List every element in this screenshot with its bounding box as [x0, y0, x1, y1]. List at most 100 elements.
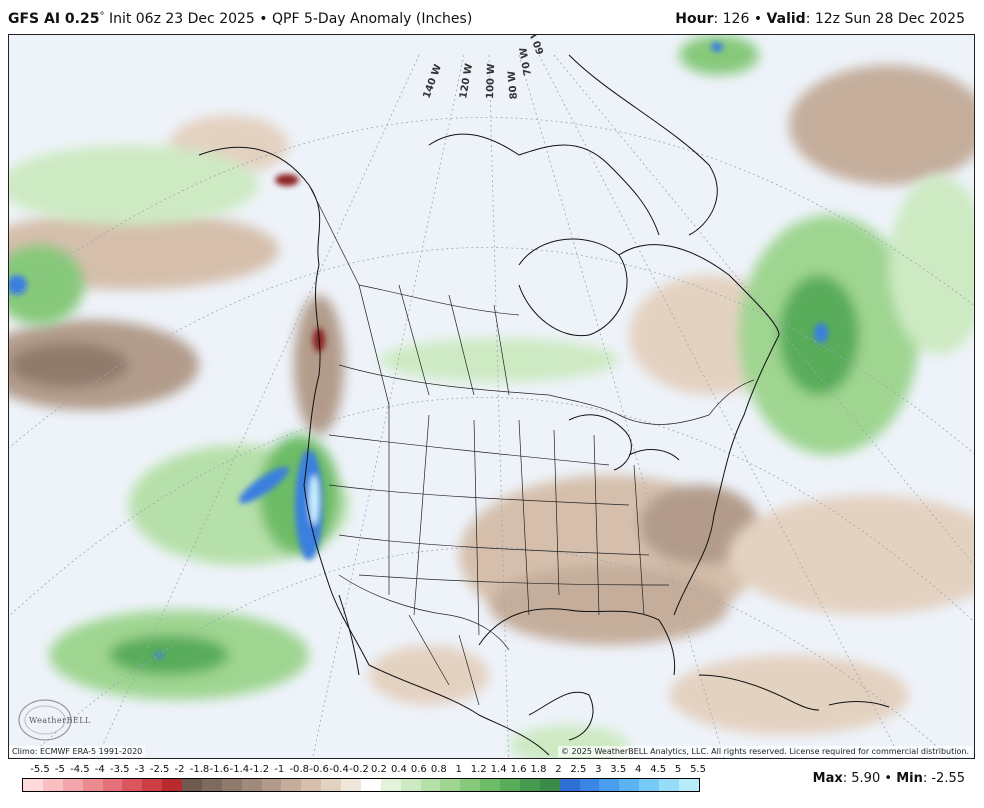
- legend-label: 1.8: [530, 764, 547, 775]
- legend-label: -3: [134, 764, 145, 775]
- degree-symbol: °: [99, 11, 105, 22]
- legend-label: -3.5: [109, 764, 130, 775]
- color-legend: [22, 778, 700, 792]
- legend-color-swatch: [380, 779, 401, 791]
- gulf-coast: [478, 608, 676, 676]
- min-label: Min: [896, 771, 923, 786]
- state-line: [553, 429, 560, 596]
- logo-ring: [24, 705, 66, 735]
- legend-color-swatch: [659, 779, 679, 791]
- legend-color-swatch: [678, 779, 699, 791]
- state-line: [473, 419, 480, 636]
- title-separator: •: [259, 11, 268, 27]
- legend-label: -4.5: [70, 764, 90, 775]
- legend-label: 2: [555, 764, 562, 775]
- map-panel: 140 W 120 W 100 W 80 W 70 W 60 W Weather…: [8, 34, 975, 759]
- legend-label: -0.4: [329, 764, 349, 775]
- legend-color-swatch: [400, 779, 421, 791]
- dry-area-bc-coast: [294, 295, 344, 435]
- legend-label: 1.2: [470, 764, 487, 775]
- legend-color-swatch: [341, 779, 361, 791]
- legend-color-swatch: [82, 779, 103, 791]
- legend-label: -2: [174, 764, 185, 775]
- canada-province-line: [398, 284, 430, 396]
- legend-color-swatch: [42, 779, 63, 791]
- meridian-line: [96, 54, 420, 758]
- wet-peak-sierra: [309, 475, 319, 525]
- legend-label: -0.6: [309, 764, 329, 775]
- legend-label: 4: [635, 764, 642, 775]
- wet-area-pacific-w: [9, 245, 84, 325]
- legend-color-swatch: [360, 779, 381, 791]
- forecast-time: Hour: 126 • Valid: 12z Sun 28 Dec 2025: [675, 11, 965, 27]
- canada-province-line: [448, 294, 475, 396]
- mexico-coast: [368, 664, 550, 756]
- legend-label: -1.2: [249, 764, 270, 775]
- legend-color-swatch: [460, 779, 481, 791]
- dry-area-gulf: [489, 565, 729, 645]
- hour-value: : 126: [713, 11, 750, 27]
- wet-blue-offshore: [239, 466, 289, 504]
- state-line: [338, 534, 650, 556]
- east-coast: [673, 334, 780, 616]
- legend-color-swatch: [539, 779, 560, 791]
- dry-extreme-alaska: [275, 174, 299, 186]
- legend-label: 0.8: [430, 764, 447, 775]
- legend-color-swatch: [241, 779, 262, 791]
- map-title: GFS AI 0.25° Init 06z 23 Dec 2025 • QPF …: [8, 11, 472, 27]
- longitude-label: 100 W: [485, 63, 497, 99]
- arctic-islands: [428, 133, 660, 236]
- legend-color-swatch: [440, 779, 461, 791]
- wet-area-atlantic-east: [889, 175, 974, 355]
- dry-area-atlantic: [729, 495, 974, 615]
- product-name: QPF 5-Day Anomaly (Inches): [272, 11, 473, 27]
- longitude-label: 80 W: [507, 70, 520, 99]
- alaska-coast: [198, 146, 321, 266]
- longitude-label: 120 W: [458, 63, 475, 100]
- legend-label: -0.2: [349, 764, 369, 775]
- legend-label: 0.4: [390, 764, 407, 775]
- legend-label: 1.4: [490, 764, 507, 775]
- legend-label: -1.4: [229, 764, 250, 775]
- legend-label: -1.8: [189, 764, 210, 775]
- alaska-canada-border: [308, 184, 360, 286]
- valid-value: : 12z Sun 28 Dec 2025: [805, 11, 965, 27]
- copyright-note: © 2025 WeatherBELL Analytics, LLC. All r…: [558, 746, 972, 757]
- logo-ring: [18, 699, 72, 741]
- legend-label: -0.8: [289, 764, 309, 775]
- legend-color-swatch: [480, 779, 500, 791]
- wet-area-pacific-nw: [9, 145, 259, 225]
- legend-color-swatch: [619, 779, 640, 791]
- legend-labels: -5.5 -5 -4.5 -4 -3.5 -3 -2.5 -2 -1.8 -1.6 -1.4 -1.2…: [22, 764, 706, 778]
- legend-color-swatch: [519, 779, 540, 791]
- legend-color-swatch: [142, 779, 163, 791]
- logo-text: WeatherBELL: [29, 716, 91, 725]
- parallel-line: [9, 247, 974, 455]
- hudson-bay: [518, 238, 628, 337]
- yucatan: [528, 691, 594, 741]
- legend-label: 4.5: [650, 764, 667, 775]
- graticule: [9, 54, 974, 758]
- wet-area-hawaii-core: [109, 635, 229, 675]
- meridian-line: [518, 54, 725, 758]
- wet-extreme-areas: [9, 42, 828, 658]
- wet-area-canada-prairie: [379, 338, 619, 382]
- legend-color-swatch: [62, 779, 83, 791]
- dry-area-caribbean: [669, 655, 909, 735]
- legend-color-swatch: [301, 779, 322, 791]
- state-line: [518, 419, 530, 616]
- legend-color-swatch: [122, 779, 143, 791]
- legend-color-swatch: [162, 779, 182, 791]
- legend-label: 1: [455, 764, 462, 775]
- legend-label: 1.6: [510, 764, 527, 775]
- great-lakes: [568, 414, 680, 471]
- legend-color-swatch: [639, 779, 659, 791]
- dry-area-mexico-pacific: [369, 645, 489, 705]
- wet-blue-atlantic: [814, 323, 828, 343]
- greenland: [568, 54, 718, 236]
- anomaly-map: 140 W 120 W 100 W 80 W 70 W 60 W: [9, 35, 974, 758]
- state-line: [413, 414, 430, 616]
- canada-province-line: [493, 304, 510, 396]
- legend-label: 0.6: [410, 764, 427, 775]
- hispaniola: [828, 701, 890, 708]
